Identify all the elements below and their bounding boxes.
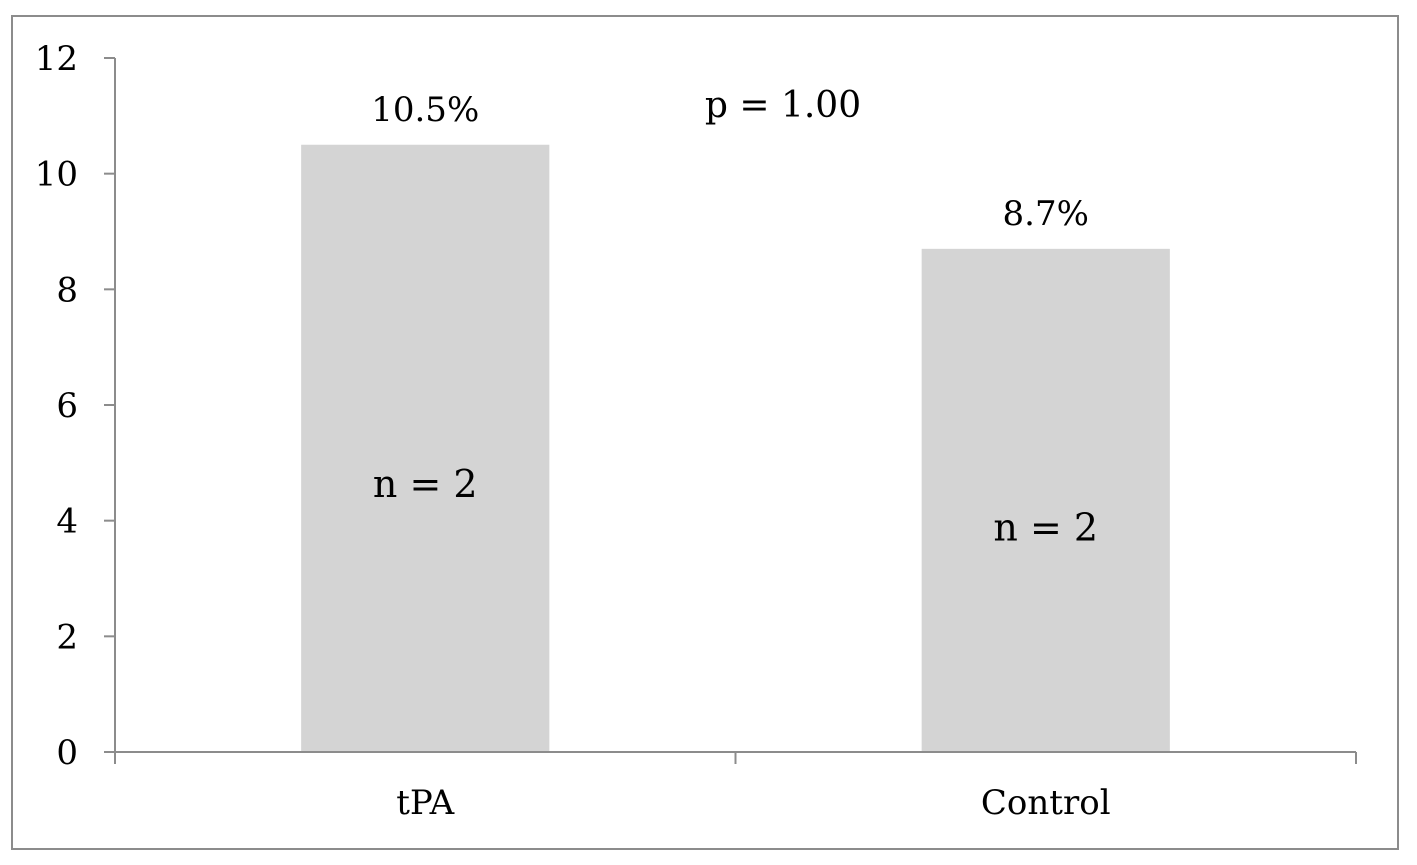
y-tick-label-4: 4: [56, 502, 78, 542]
p-value-annotation: p = 1.00: [705, 85, 861, 126]
y-tick-label-12: 12: [35, 39, 78, 79]
y-tick-label-8: 8: [56, 270, 78, 310]
y-tick-label-6: 6: [56, 386, 78, 426]
data-label-tpa: 10.5%: [371, 90, 479, 130]
n-label-control: n = 2: [993, 506, 1098, 550]
y-tick-label-10: 10: [35, 155, 78, 195]
y-tick-label-0: 0: [56, 733, 78, 773]
plot-area: 0 2 4 6 8 10 12 tPA Control 10.5% n = 2 8.7% n = 2: [35, 39, 1357, 823]
n-label-tpa: n = 2: [373, 462, 478, 506]
chart-border: [11, 15, 1399, 850]
data-label-control: 8.7%: [1003, 194, 1089, 234]
x-tick-label-tpa: tPA: [396, 783, 454, 823]
data-labels-group: 10.5% n = 2 8.7% n = 2: [371, 90, 1098, 550]
y-axis: 0 2 4 6 8 10 12: [35, 39, 116, 773]
x-axis: tPA Control: [114, 751, 1357, 823]
bar-tpa: [301, 144, 550, 752]
bar-control: [921, 248, 1170, 752]
x-tick-label-control: Control: [981, 783, 1111, 823]
y-tick-label-2: 2: [56, 617, 78, 657]
bars-group: [301, 144, 1170, 752]
